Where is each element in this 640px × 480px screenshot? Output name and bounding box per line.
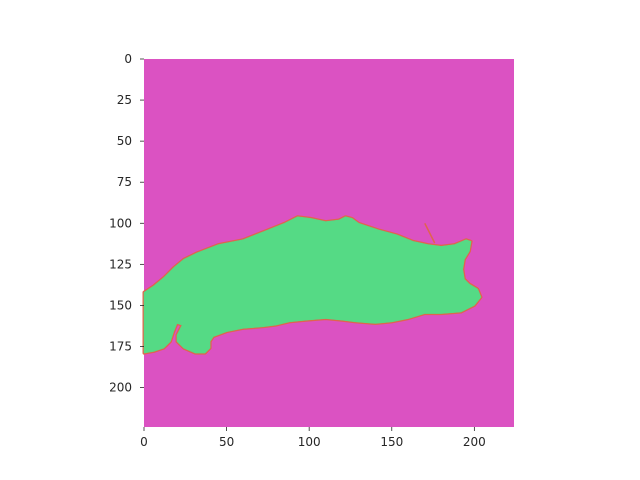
- x-tick-label: 0: [140, 435, 148, 449]
- x-tick-label: 50: [219, 435, 234, 449]
- y-tick-label: 50: [117, 134, 132, 148]
- y-axis: 0 25 50 75 100 125 150 175 200: [109, 52, 144, 395]
- y-tick-label: 100: [109, 216, 132, 230]
- x-axis: 0 50 100 150 200: [140, 427, 486, 449]
- y-tick-label: 175: [109, 340, 132, 354]
- y-tick-label: 125: [109, 257, 132, 271]
- y-tick-label: 75: [117, 175, 132, 189]
- mask-boundary-line: [424, 222, 436, 244]
- y-tick-label: 200: [109, 381, 132, 395]
- y-tick-label: 0: [124, 52, 132, 66]
- mask-object-region: [143, 216, 482, 354]
- y-tick-label: 25: [117, 93, 132, 107]
- x-tick-label: 150: [380, 435, 403, 449]
- x-tick-label: 100: [298, 435, 321, 449]
- x-tick-label: 200: [463, 435, 486, 449]
- y-tick-label: 150: [109, 298, 132, 312]
- mask-layer: [142, 215, 483, 355]
